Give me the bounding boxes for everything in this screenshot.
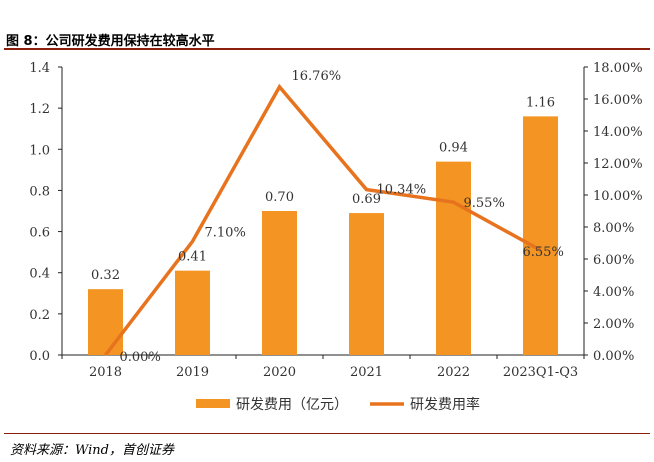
left-axis-tick-label: 1.4	[29, 61, 50, 76]
bar	[436, 161, 471, 355]
title-rule	[4, 48, 650, 50]
right-axis-tick-label: 8.00%	[593, 221, 634, 236]
right-axis-tick-label: 4.00%	[593, 285, 634, 300]
chart-axes: 0.0 0.2 0.4 0.6 0.8 1.0 1.2 1.4 0.00% 2.00% 4.00% 6…	[29, 61, 642, 380]
line-series	[104, 83, 542, 357]
left-axis-tick-label: 0.8	[29, 184, 50, 199]
x-axis-tick-label: 2020	[263, 365, 296, 380]
legend-bar-label: 研发费用（亿元）	[236, 397, 348, 413]
bar-value-label: 0.41	[178, 250, 207, 265]
bar	[175, 270, 210, 355]
x-axis-tick-label: 2021	[350, 365, 383, 380]
line-value-label: 16.76%	[292, 69, 342, 84]
x-axis-tick-label: 2018	[89, 365, 122, 380]
legend-line-label: 研发费用率	[410, 396, 480, 413]
figure-title: 图 8：公司研发费用保持在较高水平	[6, 34, 215, 49]
line-value-label: 9.55%	[464, 196, 505, 211]
bar-value-label: 0.69	[352, 192, 381, 207]
bar-value-label: 1.16	[526, 95, 555, 110]
line-value-label: 7.10%	[205, 225, 246, 240]
bar-series	[88, 116, 558, 355]
line-value-label: 0.00%	[120, 350, 161, 365]
combo-chart: 0.0 0.2 0.4 0.6 0.8 1.0 1.2 1.4 0.00% 2.00% 4.00% 6…	[29, 61, 642, 413]
chart-legend: 研发费用（亿元） 研发费用率	[196, 396, 480, 413]
x-axis-tick-label: 2023Q1-Q3	[503, 365, 578, 380]
bar	[88, 289, 123, 355]
bar-value-label: 0.94	[439, 141, 468, 156]
right-axis-tick-label: 12.00%	[593, 157, 643, 172]
data-labels: 0.32 0.41 0.70 0.69 0.94 1.16 0.00% 7.10% 16.76%…	[91, 69, 564, 365]
right-axis-tick-label: 0.00%	[593, 349, 634, 364]
right-axis-tick-label: 18.00%	[593, 61, 643, 76]
source-rule	[4, 433, 650, 434]
x-axis-tick-label: 2022	[437, 365, 470, 380]
left-axis-tick-label: 1.0	[29, 143, 50, 158]
left-axis-tick-label: 0.4	[29, 267, 50, 282]
bar-value-label: 0.70	[265, 190, 294, 205]
right-axis-tick-label: 2.00%	[593, 317, 634, 332]
right-axis-tick-label: 14.00%	[593, 125, 643, 140]
left-axis-tick-label: 1.2	[29, 102, 50, 117]
left-axis-tick-label: 0.6	[29, 226, 50, 241]
line-value-label: 6.55%	[523, 245, 564, 260]
bar	[349, 213, 384, 355]
left-axis-tick-label: 0.2	[29, 308, 50, 323]
source-note: 资料来源：Wind，首创证券	[10, 443, 174, 458]
legend-bar-swatch	[196, 399, 230, 408]
x-axis-tick-label: 2019	[176, 365, 209, 380]
right-axis-tick-label: 6.00%	[593, 253, 634, 268]
bar	[262, 211, 297, 355]
right-axis-tick-label: 10.00%	[593, 189, 643, 204]
bar-value-label: 0.32	[91, 268, 120, 283]
line-path	[104, 83, 542, 357]
bar	[523, 116, 558, 355]
line-value-label: 10.34%	[377, 183, 427, 198]
left-axis-tick-label: 0.0	[29, 349, 50, 364]
right-axis-tick-label: 16.00%	[593, 93, 643, 108]
